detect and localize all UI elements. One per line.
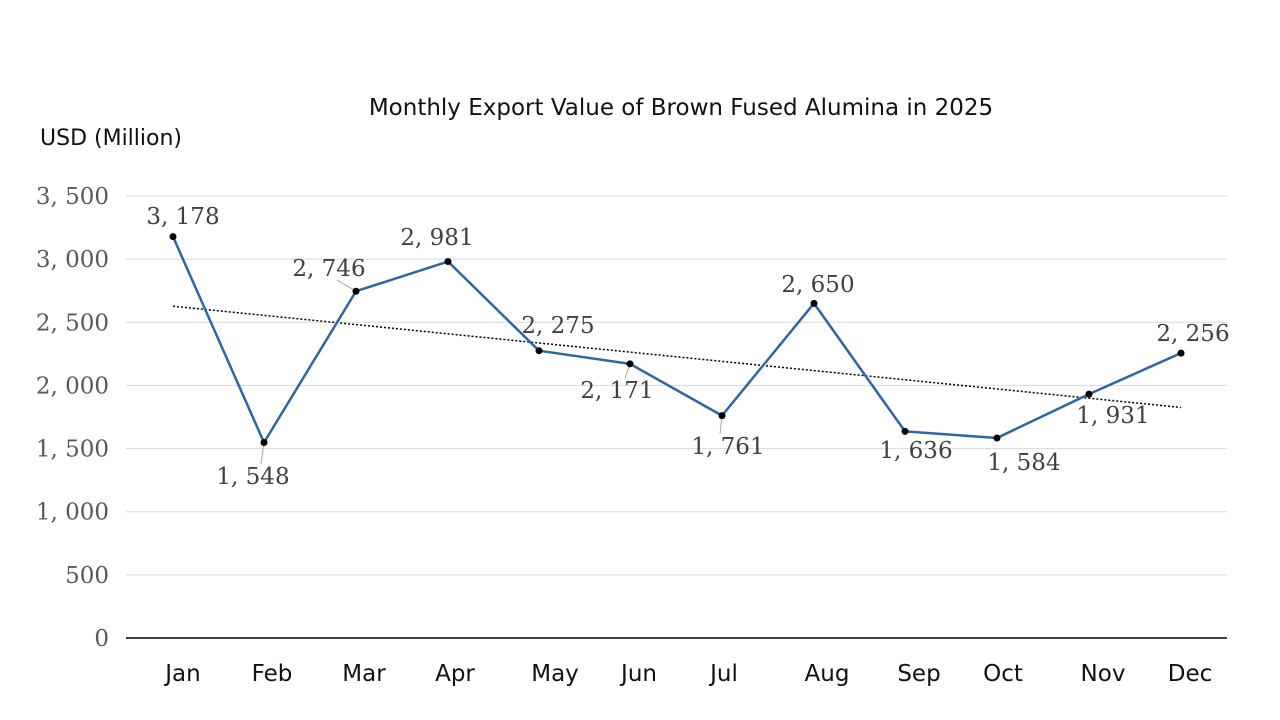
data-label: 2, 650	[781, 272, 854, 298]
data-point	[169, 233, 177, 241]
y-tick-label: 3, 000	[36, 247, 109, 273]
x-tick-label: Apr	[435, 661, 475, 687]
leader-lines	[260, 279, 723, 465]
data-point	[1177, 349, 1185, 357]
x-tick-label: Nov	[1081, 661, 1126, 687]
x-tick-label: Oct	[983, 661, 1023, 687]
data-label: 1, 636	[879, 438, 952, 464]
trendline-group	[172, 305, 1182, 409]
x-axis-ticks: Jan Feb Mar Apr May Jun Jul Aug Sep Oct Nov Dec	[163, 661, 1212, 687]
data-point	[260, 439, 268, 447]
data-point	[444, 258, 452, 266]
chart-title: Monthly Export Value of Brown Fused Alum…	[369, 95, 993, 121]
data-label: 3, 178	[146, 204, 219, 230]
data-point	[993, 434, 1001, 442]
data-label: 2, 171	[580, 378, 653, 404]
x-tick-label: Feb	[252, 661, 293, 687]
series-line	[171, 236, 1182, 444]
trendline	[172, 305, 1182, 409]
x-tick-label: Aug	[805, 661, 850, 687]
y-tick-label: 3, 500	[36, 184, 109, 210]
y-tick-label: 1, 000	[36, 500, 109, 526]
y-axis-unit-label: USD (Million)	[40, 126, 182, 151]
data-labels: 3, 178 1, 548 2, 746 2, 981 2, 275 2, 171 1, 7…	[146, 204, 1229, 490]
x-tick-label: Jun	[619, 661, 657, 687]
leader-line	[260, 442, 265, 465]
x-tick-label: Mar	[342, 661, 386, 687]
data-label: 1, 761	[691, 434, 764, 460]
data-label: 1, 548	[216, 464, 289, 490]
y-tick-label: 0	[94, 626, 109, 652]
data-point	[535, 347, 543, 355]
data-point	[810, 299, 818, 307]
leader-line	[336, 279, 357, 292]
series-group	[171, 236, 1182, 444]
y-axis-ticks: 0 500 1, 000 1, 500 2, 000 2, 500 3, 000 3, 500	[36, 184, 109, 652]
x-tick-label: Sep	[897, 661, 940, 687]
data-label: 2, 275	[521, 313, 594, 339]
data-point	[626, 360, 634, 368]
x-tick-label: Jul	[708, 661, 738, 687]
data-label: 2, 981	[400, 225, 473, 251]
x-tick-label: Dec	[1168, 661, 1213, 687]
data-points	[169, 233, 1185, 447]
data-point	[718, 412, 726, 420]
x-tick-label: May	[531, 661, 579, 687]
data-point	[1085, 390, 1093, 398]
y-tick-label: 1, 500	[36, 437, 109, 463]
data-point	[901, 427, 909, 435]
x-tick-label: Jan	[163, 661, 200, 687]
data-label: 2, 256	[1156, 321, 1229, 347]
data-label: 2, 746	[292, 256, 365, 282]
data-label: 1, 584	[987, 450, 1060, 476]
y-tick-label: 2, 500	[36, 310, 109, 336]
data-point	[352, 287, 360, 295]
gridlines	[126, 195, 1227, 576]
y-tick-label: 500	[65, 563, 109, 589]
y-tick-label: 2, 000	[36, 373, 109, 399]
data-label: 1, 931	[1076, 403, 1149, 429]
